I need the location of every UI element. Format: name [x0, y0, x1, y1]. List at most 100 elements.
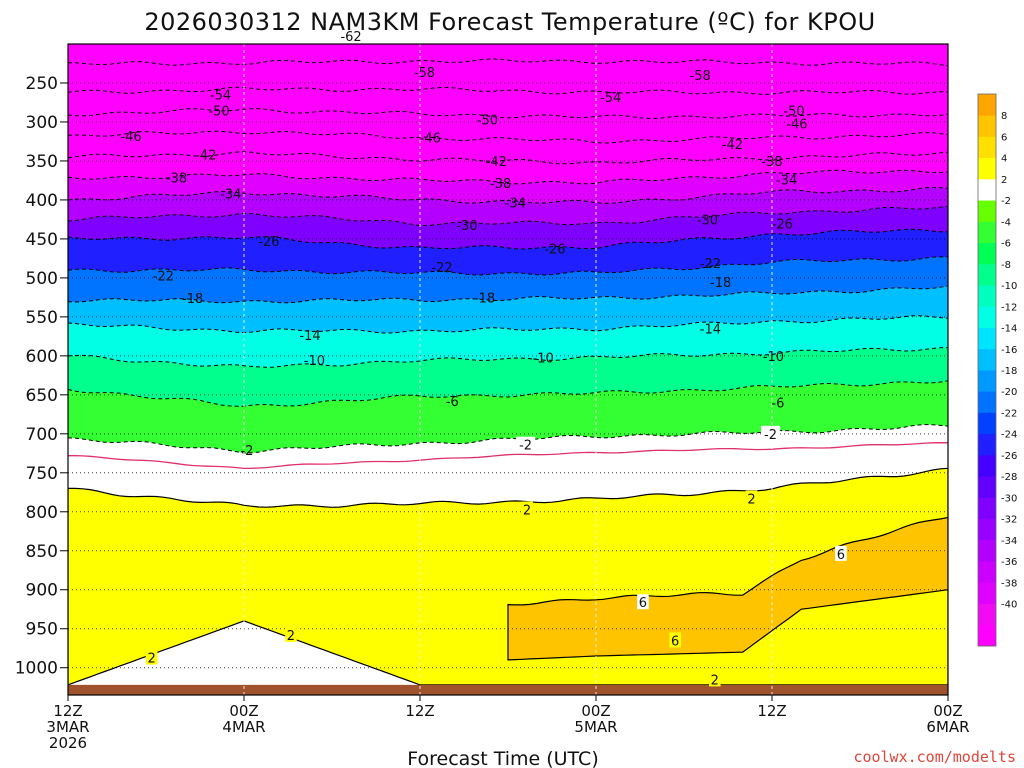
- colorbar-swatch: [978, 348, 996, 371]
- contour-label: -50: [783, 104, 804, 119]
- colorbar-swatch: [978, 200, 996, 222]
- y-tick-label: 400: [26, 191, 58, 211]
- x-tick-label: 3MAR: [46, 718, 89, 736]
- y-tick-label: 500: [26, 269, 58, 289]
- colorbar-swatch: [978, 603, 996, 626]
- colorbar-swatch: [978, 391, 996, 413]
- contour-label: 6: [671, 634, 679, 649]
- y-tick-label: 700: [26, 425, 58, 445]
- colorbar-swatch: [978, 561, 996, 583]
- contour-label-bg: [669, 632, 681, 648]
- colorbar-swatch: [978, 242, 996, 265]
- contour-labels: -62-58 -58-54 -54-50-50-50-46 -46-46-42 -42-…: [120, 30, 847, 688]
- isotherm-line: [68, 58, 948, 67]
- contour-label-bg: [760, 425, 781, 441]
- contour-label: -6: [771, 397, 784, 412]
- colorbar-label: -20: [1001, 387, 1017, 398]
- colorbar-swatch: [978, 454, 996, 477]
- contour-label: -22: [153, 270, 174, 285]
- y-tick-label: 950: [26, 620, 58, 640]
- colorbar-swatch: [978, 306, 996, 328]
- colorbar-swatch: [978, 518, 996, 541]
- colorbar-swatch: [978, 582, 996, 604]
- contour-label: -34: [776, 174, 797, 189]
- contour-label: -18: [182, 292, 203, 307]
- contour-label: -18: [710, 276, 731, 291]
- colorbar-swatch: [978, 263, 996, 286]
- contour-label: -22: [700, 257, 721, 272]
- colorbar-label: 2: [1001, 175, 1007, 186]
- contour-label: 6: [837, 548, 845, 563]
- isotherm-line: [68, 86, 948, 95]
- contour-label: -14: [299, 329, 320, 344]
- colorbar-swatch: [978, 412, 996, 435]
- terrain: [68, 684, 948, 695]
- contour-label: -26: [772, 217, 793, 232]
- contour-label: -50: [208, 104, 229, 119]
- contour-label: -46: [420, 132, 441, 147]
- colorbar-swatch: [978, 476, 996, 498]
- x-tick-label: 00Z: [229, 702, 258, 720]
- y-axis: 250 300 350 400 450 500 550 600 650 700 750 800 850 9…: [15, 74, 68, 679]
- contour-label: -58: [690, 69, 711, 84]
- y-tick-label: 600: [26, 347, 58, 367]
- contour-label: -34: [505, 196, 526, 211]
- colorbar-label: -36: [1001, 557, 1017, 568]
- isotherm-line: [68, 130, 948, 144]
- contour-label-bg: [521, 501, 533, 517]
- contour-label: -2: [764, 428, 777, 443]
- isotherm-line: [68, 347, 948, 368]
- isotherm-line: [68, 169, 948, 185]
- colorbar-label: -28: [1001, 472, 1017, 483]
- colorbar-label: -18: [1001, 366, 1017, 377]
- contour-label: -2: [519, 439, 532, 454]
- y-tick-label: 850: [26, 542, 58, 562]
- contour-label: -50: [477, 114, 498, 129]
- contour-label-bg: [835, 545, 847, 561]
- colorbar-swatch: [978, 624, 996, 647]
- y-tick-label: 650: [26, 386, 58, 406]
- isotherm-line: [68, 186, 948, 204]
- isotherm-line: [68, 424, 948, 454]
- freezing-line: [68, 442, 948, 470]
- contour-label-bg: [745, 490, 758, 506]
- colorbar-label: -12: [1001, 302, 1017, 313]
- credit-link[interactable]: coolwx.com/modelts: [853, 748, 1016, 766]
- y-tick-label: 900: [26, 581, 58, 601]
- colorbar-swatch: [978, 221, 996, 244]
- isotherm-line: [68, 256, 948, 276]
- contour-label: -54: [600, 91, 621, 106]
- contour-label: -46: [786, 118, 807, 133]
- colorbar-label: -26: [1001, 451, 1017, 462]
- contour-label: 2: [287, 629, 295, 644]
- colorbar-swatch: [978, 136, 996, 159]
- colorbar-label: 8: [1001, 111, 1007, 122]
- y-tick-label: 750: [26, 464, 58, 484]
- contour-label: -10: [763, 350, 784, 365]
- contour-label: -46: [120, 130, 141, 145]
- colorbar-swatch: [978, 178, 996, 201]
- plot-area: [68, 44, 948, 695]
- contour-label: 6: [639, 596, 647, 611]
- colorbar-label: -14: [1001, 324, 1017, 335]
- colorbar-label: -10: [1001, 281, 1017, 292]
- contour-label: -38: [761, 155, 782, 170]
- contour-label: -38: [166, 171, 187, 186]
- contour-label: 2: [523, 503, 531, 518]
- y-tick-label: 1000: [15, 659, 58, 679]
- y-tick-label: 300: [26, 113, 58, 133]
- contour-label: -54: [210, 89, 231, 104]
- colorbar-swatch: [978, 433, 996, 456]
- colorbar-label: -22: [1001, 408, 1017, 419]
- y-tick-label: 550: [26, 308, 58, 328]
- colorbar-swatch: [978, 327, 996, 350]
- x-tick-label: 12Z: [405, 702, 434, 720]
- isotherm-line: [68, 151, 948, 165]
- colorbar-label: -32: [1001, 515, 1017, 526]
- contour-label: 2: [747, 493, 755, 508]
- x-axis-label: Forecast Time (UTC): [407, 748, 598, 768]
- isotherm-line: [68, 315, 948, 334]
- x-tick-label: 12Z: [53, 702, 82, 720]
